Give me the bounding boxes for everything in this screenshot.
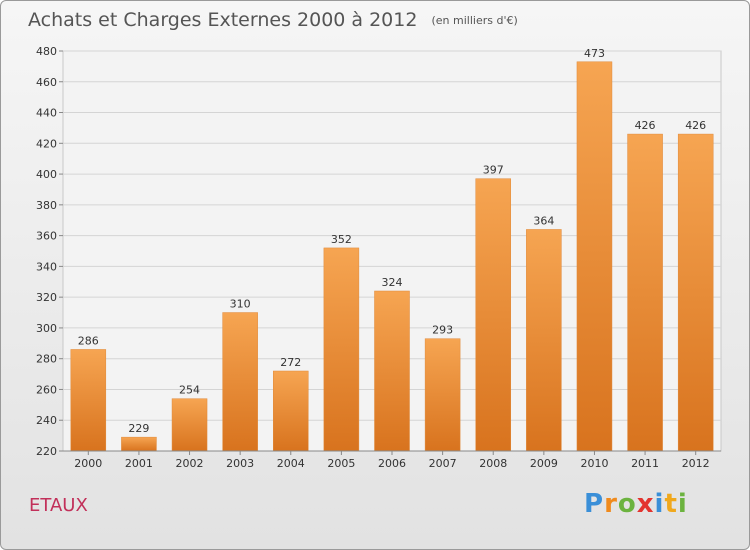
- x-tick-label: 2005: [327, 457, 355, 470]
- bar: [374, 290, 410, 452]
- x-tick-label: 2004: [277, 457, 305, 470]
- y-tick-label: 220: [36, 445, 57, 458]
- bar: [222, 312, 258, 452]
- bar-value-label: 286: [78, 334, 99, 347]
- bar-value-label: 352: [331, 233, 352, 246]
- proxiti-logo: Proxiti: [584, 489, 688, 519]
- x-tick-label: 2008: [479, 457, 507, 470]
- logo-letter: x: [636, 489, 655, 519]
- logo-letter: P: [584, 489, 605, 519]
- bar-value-label: 310: [230, 298, 251, 311]
- bar: [576, 61, 613, 452]
- bar-value-label: 229: [128, 422, 149, 435]
- bar: [627, 133, 663, 452]
- y-tick-label: 340: [36, 260, 57, 273]
- commune-name: ETAUX: [29, 495, 88, 516]
- bar: [526, 229, 562, 452]
- bar-value-label: 473: [584, 47, 605, 60]
- bar: [273, 370, 309, 452]
- y-tick-label: 480: [36, 45, 57, 58]
- bar-value-label: 426: [685, 119, 706, 132]
- y-tick-label: 240: [36, 414, 57, 427]
- x-tick-label: 2012: [682, 457, 710, 470]
- bar-value-label: 254: [179, 384, 200, 397]
- chart-title-text: Achats et Charges Externes 2000 à 2012: [28, 9, 418, 31]
- bar-value-label: 293: [432, 324, 453, 337]
- x-tick-label: 2010: [580, 457, 608, 470]
- bar: [70, 349, 107, 452]
- x-tick-label: 2007: [429, 457, 457, 470]
- bar: [171, 398, 208, 452]
- x-tick-label: 2000: [74, 457, 102, 470]
- bar-value-label: 364: [533, 214, 554, 227]
- logo-letter: i: [677, 489, 688, 519]
- bar: [323, 247, 360, 452]
- x-tick-label: 2011: [631, 457, 659, 470]
- y-tick-label: 400: [36, 168, 57, 181]
- y-tick-label: 320: [36, 291, 57, 304]
- x-tick-label: 2006: [378, 457, 406, 470]
- x-tick-label: 2002: [176, 457, 204, 470]
- bar-value-label: 272: [280, 356, 301, 369]
- y-tick-label: 360: [36, 230, 57, 243]
- x-tick-label: 2001: [125, 457, 153, 470]
- logo-letter: o: [617, 489, 637, 519]
- x-tick-label: 2009: [530, 457, 558, 470]
- logo-letter: i: [654, 489, 665, 519]
- bar-value-label: 397: [483, 164, 504, 177]
- chart-title: Achats et Charges Externes 2000 à 2012 (…: [28, 9, 518, 31]
- bar: [475, 178, 511, 452]
- y-tick-label: 460: [36, 76, 57, 89]
- y-tick-label: 440: [36, 107, 57, 120]
- bar-value-label: 324: [382, 276, 403, 289]
- y-tick-label: 380: [36, 199, 57, 212]
- logo-letter: r: [604, 489, 618, 519]
- bar: [424, 338, 461, 452]
- bar: [121, 436, 157, 452]
- logo-letter: t: [664, 489, 678, 519]
- y-tick-label: 300: [36, 322, 57, 335]
- y-tick-label: 420: [36, 137, 57, 150]
- bar-value-label: 426: [635, 119, 656, 132]
- chart-unit: (en milliers d'€): [431, 14, 518, 27]
- y-tick-label: 260: [36, 383, 57, 396]
- x-tick-label: 2003: [226, 457, 254, 470]
- y-tick-label: 280: [36, 353, 57, 366]
- bar: [677, 133, 714, 452]
